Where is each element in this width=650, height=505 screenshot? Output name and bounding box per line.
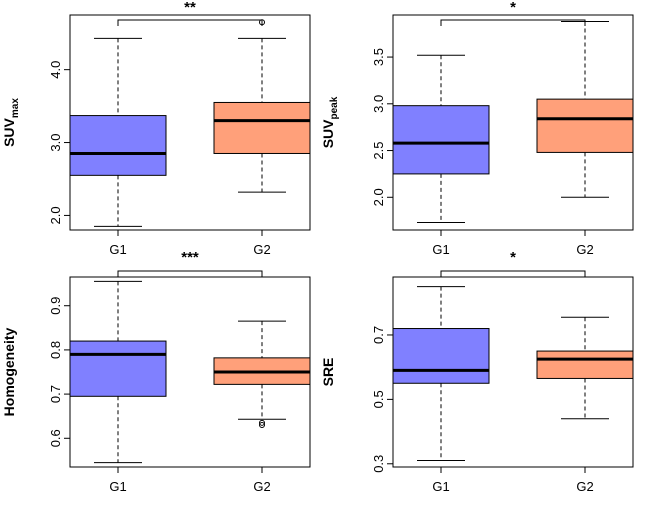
x-tick-label: G1: [432, 479, 449, 494]
y-axis-label-subscript: peak: [329, 96, 340, 119]
y-axis-label-subscript: max: [10, 98, 21, 118]
y-axis-label: Homogeneity: [1, 327, 17, 416]
y-tick-label: 0.5: [371, 390, 386, 408]
y-tick-label: 3.0: [48, 134, 63, 152]
y-axis-label: SUVmax: [1, 98, 21, 147]
box-g1: [69, 37, 167, 227]
x-tick-label: G1: [432, 242, 449, 257]
iqr-box: [69, 115, 167, 176]
y-tick-label: 2.0: [371, 188, 386, 206]
y-tick-label: 3.0: [371, 95, 386, 113]
iqr-box: [536, 350, 634, 379]
panel-homogeneity: 0.6 0.7 0.8 0.9 Homogeneity G1 G2 ***: [1, 249, 311, 494]
panel-suvmax: 2.0 3.0 4.0 SUVmax G1 G2 **: [1, 0, 311, 257]
significance-label: *: [510, 249, 516, 266]
significance-bracket: [440, 19, 586, 26]
y-tick-label: 0.6: [48, 429, 63, 447]
box-g2: [536, 316, 634, 420]
y-tick-label: 0.7: [48, 385, 63, 403]
x-tick-label: G1: [109, 479, 126, 494]
y-tick-label: 0.8: [48, 341, 63, 359]
significance-label: **: [184, 0, 196, 16]
box-g1: [392, 54, 490, 224]
x-tick-label: G2: [253, 479, 270, 494]
y-tick-label: 3.5: [371, 48, 386, 66]
outlier-point: [259, 422, 265, 429]
y-tick-label: 2.5: [371, 142, 386, 160]
y-tick-label: 0.3: [371, 455, 386, 473]
box-g2: [213, 320, 311, 429]
iqr-box: [392, 105, 490, 175]
iqr-box: [213, 101, 311, 154]
outlier-point: [259, 419, 265, 426]
panel-sre: 0.3 0.5 0.7 SRE G1 G2 *: [320, 249, 634, 494]
y-tick-label: 2.0: [48, 206, 63, 224]
x-tick-label: G1: [109, 242, 126, 257]
box-g2: [213, 19, 311, 193]
significance-bracket: [117, 19, 263, 26]
box-g1: [392, 286, 490, 462]
significance-bracket: [440, 270, 586, 277]
y-tick-label: 0.9: [48, 297, 63, 315]
iqr-box: [69, 340, 167, 397]
iqr-box: [536, 98, 634, 153]
x-tick-label: G2: [576, 242, 593, 257]
panel-suvpeak: 2.0 2.5 3.0 3.5 SUVpeak G1 G2 *: [320, 0, 634, 257]
significance-label: ***: [181, 249, 199, 266]
y-tick-label: 0.7: [371, 326, 386, 344]
box-g1: [69, 280, 167, 464]
x-tick-label: G2: [576, 479, 593, 494]
significance-label: *: [510, 0, 516, 16]
x-tick-label: G2: [253, 242, 270, 257]
significance-bracket: [117, 270, 263, 277]
box-g2: [536, 21, 634, 198]
y-tick-label: 4.0: [48, 61, 63, 79]
iqr-box: [392, 328, 490, 384]
y-axis-label: SRE: [320, 358, 336, 387]
y-axis-label: SUVpeak: [320, 96, 340, 148]
